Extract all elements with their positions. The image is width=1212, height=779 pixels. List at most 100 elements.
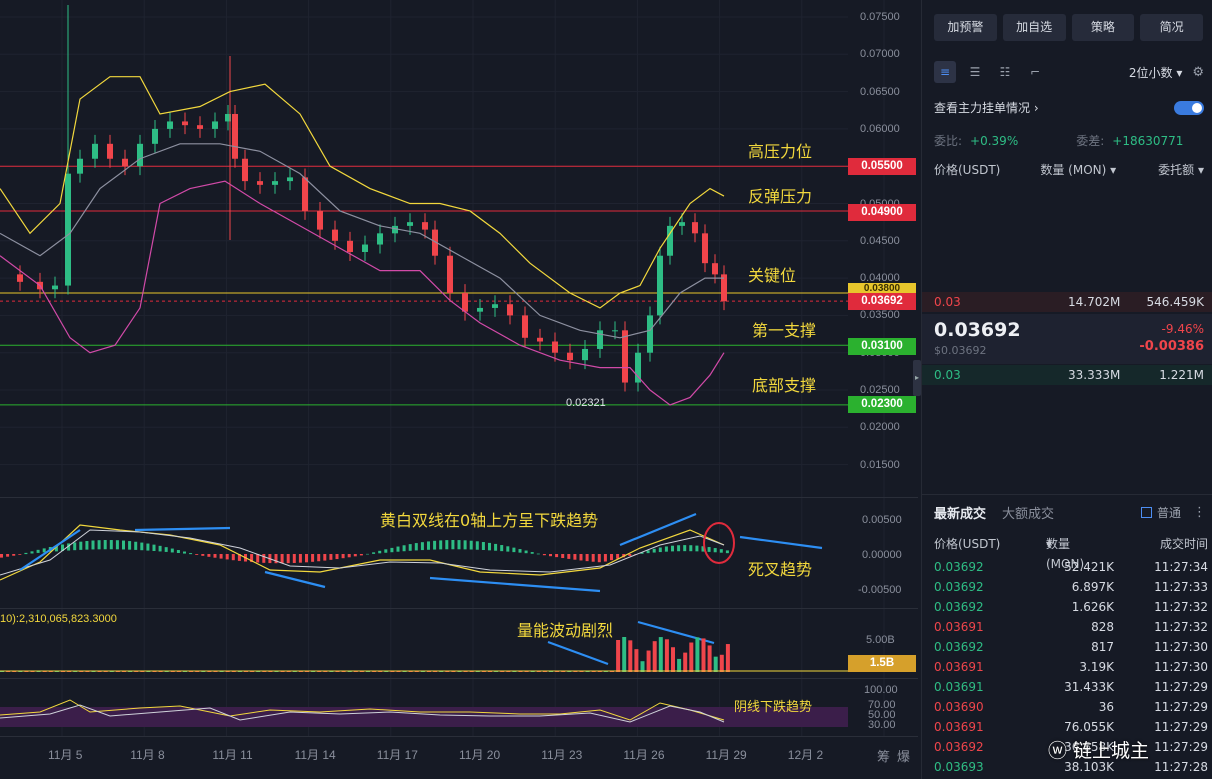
macd-bar [219, 554, 223, 559]
candle [122, 158, 128, 167]
macd-bar [176, 550, 180, 554]
macd-bar [311, 554, 315, 562]
macd-bar [213, 554, 217, 558]
macd-bar [469, 540, 473, 550]
candle [182, 121, 188, 126]
macd-bar [701, 546, 705, 552]
macd-bar [67, 543, 71, 551]
trade-time: 11:27:30 [1154, 640, 1208, 654]
volume-bar [719, 654, 724, 672]
collapse-panel-button[interactable]: ▸ [913, 360, 921, 396]
candle [212, 121, 218, 129]
annotation-key-level: 关键位 [748, 266, 797, 285]
decimals-select[interactable]: 2位小数 ▾ [1128, 65, 1183, 80]
macd-bar [341, 554, 345, 559]
ob-header-amount[interactable]: 委托额 ▾ [1158, 163, 1204, 177]
price-tag-bottom-support: 0.02300 [848, 396, 916, 413]
volume-bar [658, 637, 663, 672]
volume-bar [671, 647, 675, 672]
candle [137, 143, 143, 167]
trade-header-qty[interactable]: 数量(MON) ▾ [1046, 537, 1085, 571]
candle [567, 352, 573, 361]
macd-bar [481, 542, 485, 551]
orderbook-both-icon[interactable]: ≡ [934, 61, 956, 83]
trade-qty: 76.055K [1064, 720, 1114, 734]
overview-button[interactable]: 简况 [1140, 14, 1203, 41]
macd-bar [671, 545, 674, 552]
bid-row[interactable]: 0.03 33.333M 1.221M [922, 365, 1212, 385]
pane-separator [0, 497, 918, 498]
candle [582, 348, 588, 361]
macd-bar [225, 554, 229, 560]
filter-icon[interactable]: ⋮ [1193, 504, 1206, 520]
macd-bar [42, 548, 46, 553]
trade-row: 0.03693 38.103K 11:27:28 [934, 757, 1208, 777]
price-axis-label: 0.02500 [860, 384, 900, 396]
macd-bar [256, 554, 260, 563]
major-orders-toggle[interactable] [1174, 100, 1204, 115]
macd-bar [0, 554, 3, 558]
volume-bar [707, 645, 712, 672]
orderbook-asks-icon[interactable]: ☷ [999, 65, 1011, 79]
time-axis-label: 11月 17 [376, 748, 418, 762]
candle [225, 113, 231, 122]
candle [167, 121, 173, 129]
toggle-label: 查看主力挂单情况 [934, 101, 1031, 115]
trade-price: 0.03692 [934, 600, 984, 614]
macd-bar [402, 545, 406, 552]
price-tag-key-level: 0.03800 [848, 283, 916, 295]
price-axis-label: 0.01500 [860, 458, 900, 471]
bid-qty: 33.333M [1068, 368, 1121, 382]
volume-bar [652, 641, 657, 672]
macd-axis-label: 0.00500 [862, 514, 902, 526]
tab-large-trades[interactable]: 大额成交 [1002, 506, 1055, 522]
candlestick-chart[interactable] [0, 0, 918, 779]
price-axis-label: 0.07000 [860, 48, 900, 61]
gear-icon[interactable]: ⚙ [1192, 64, 1204, 80]
macd-axis-label: -0.00500 [858, 584, 902, 596]
trade-row: 0.03691 828 11:27:32 [934, 617, 1208, 637]
candle [287, 177, 293, 182]
candle [507, 304, 513, 316]
candle [422, 222, 428, 230]
trade-row: 0.03691 3.19K 11:27:30 [934, 657, 1208, 677]
trade-price: 0.03690 [934, 700, 984, 714]
trade-price: 0.03691 [934, 720, 984, 734]
volume-bar [640, 661, 645, 672]
macd-bar [24, 552, 28, 555]
ask-row[interactable]: 0.03 14.702M 546.459K [922, 292, 1212, 312]
ob-header-qty[interactable]: 数量 (MON) ▾ [1040, 163, 1117, 177]
macd-bar [463, 540, 467, 550]
macd-bar [298, 554, 302, 563]
rsi-axis-label: 70.00 [868, 699, 896, 711]
watchlist-button[interactable]: 加自选 [1002, 14, 1066, 41]
macd-bar [494, 543, 498, 551]
price-tag-first-support: 0.03100 [848, 338, 916, 355]
ask-amount: 546.459K [1146, 295, 1205, 309]
ratio-label: 委比: [934, 134, 963, 148]
candle [721, 274, 727, 302]
candle [692, 222, 698, 234]
alert-button[interactable]: 加预警 [934, 14, 997, 41]
macd-bar [183, 551, 186, 554]
orderbook-bids-icon[interactable]: ☰ [969, 65, 981, 79]
macd-bar [6, 554, 10, 557]
candle [522, 315, 528, 338]
tab-latest-trades[interactable]: 最新成交 [934, 506, 987, 522]
chart-area[interactable]: 0.075000.070000.065000.060000.055000.050… [0, 0, 921, 779]
macd-bar [323, 554, 327, 561]
strategy-button[interactable]: 策略 [1071, 14, 1135, 41]
trend-arrow [264, 570, 326, 589]
candle [107, 143, 113, 159]
depth-icon[interactable]: ⌐ [1029, 65, 1041, 79]
rsi-line [0, 699, 725, 721]
normal-filter[interactable]: 普通 [1140, 504, 1181, 521]
macd-bar [439, 540, 443, 550]
volume-bar [713, 656, 718, 672]
candle [702, 233, 708, 264]
trade-row: 0.03691 31.433K 11:27:29 [934, 677, 1208, 697]
macd-bar [536, 553, 540, 555]
macd-bar [201, 554, 205, 556]
trade-qty: 31.433K [1064, 680, 1114, 694]
checkbox-icon[interactable] [1140, 506, 1152, 518]
